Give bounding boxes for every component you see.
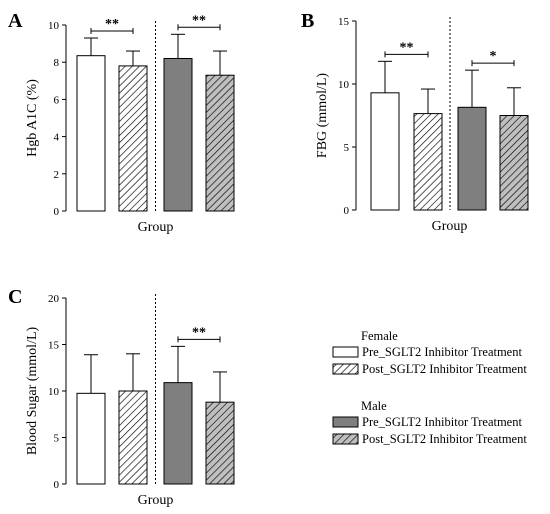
panel-a: A 0 2 4 6 8 10 Hgb A1C (%) Group ** ** [8, 10, 235, 235]
y-tick-label: 10 [48, 386, 60, 398]
bar [163, 382, 193, 485]
panel-letter: B [301, 10, 314, 32]
bar [370, 92, 400, 211]
legend-swatch [332, 363, 359, 375]
panel-letter: C [8, 286, 22, 308]
legend-item-label: Pre_SGLT2 Inhibitor Treatment [362, 345, 522, 359]
x-axis-title: Group [138, 220, 174, 235]
legend-swatch [332, 346, 359, 358]
bar [457, 106, 487, 211]
y-axis-title: Blood Sugar (mmol/L) [25, 327, 40, 456]
x-axis-title: Group [138, 493, 174, 508]
y-tick-label: 5 [54, 433, 60, 445]
y-tick-label: 20 [48, 293, 60, 305]
legend-group-title: Female [361, 329, 398, 343]
legend-swatch [332, 416, 359, 428]
bar [499, 115, 529, 211]
y-axis-title: FBG (mmol/L) [315, 73, 330, 159]
x-axis-title: Group [432, 219, 468, 234]
y-tick-label: 0 [54, 206, 60, 218]
legend-item-label: Post_SGLT2 Inhibitor Treatment [362, 362, 527, 376]
bar [413, 113, 443, 211]
panel-letter: A [8, 10, 23, 32]
legend-group-female: Female Pre_SGLT2 Inhibitor Treatment Post_… [332, 329, 527, 376]
legend-swatch [332, 433, 359, 445]
y-tick-label: 2 [54, 169, 60, 181]
panel-c: C 0 5 10 15 20 Blood Sugar (mmol/L) Group ** [8, 286, 235, 508]
bar [163, 57, 193, 212]
bar [76, 392, 106, 485]
y-tick-label: 0 [54, 479, 60, 491]
bar [205, 401, 235, 485]
y-tick-label: 6 [54, 94, 60, 106]
significance-label: ** [105, 17, 119, 32]
significance-label: ** [192, 13, 206, 28]
y-axis-title: Hgb A1C (%) [25, 79, 40, 157]
legend-item-label: Post_SGLT2 Inhibitor Treatment [362, 432, 527, 446]
legend-group-male: Male Pre_SGLT2 Inhibitor Treatment Post_SG… [332, 399, 527, 446]
chart-panels: A 0 2 4 6 8 10 Hgb A1C (%) Group ** ** B 0 5 10 15 FBG (… [8, 10, 529, 508]
y-tick-label: 10 [48, 20, 60, 32]
legend: Female Pre_SGLT2 Inhibitor Treatment Post_… [332, 329, 527, 446]
y-tick-label: 5 [344, 142, 350, 154]
legend-item-label: Pre_SGLT2 Inhibitor Treatment [362, 415, 522, 429]
bar [118, 390, 148, 485]
y-tick-label: 15 [338, 16, 350, 28]
significance-label: ** [192, 325, 206, 340]
significance-label: ** [400, 40, 414, 55]
y-tick-label: 10 [338, 79, 350, 91]
y-tick-label: 8 [54, 57, 60, 69]
legend-group-title: Male [361, 399, 387, 413]
bar [76, 55, 106, 212]
y-tick-label: 15 [48, 340, 60, 352]
bar [205, 74, 235, 212]
y-tick-label: 4 [54, 132, 60, 144]
significance-label: * [490, 49, 497, 64]
y-tick-label: 0 [344, 205, 350, 217]
bar [118, 65, 148, 212]
